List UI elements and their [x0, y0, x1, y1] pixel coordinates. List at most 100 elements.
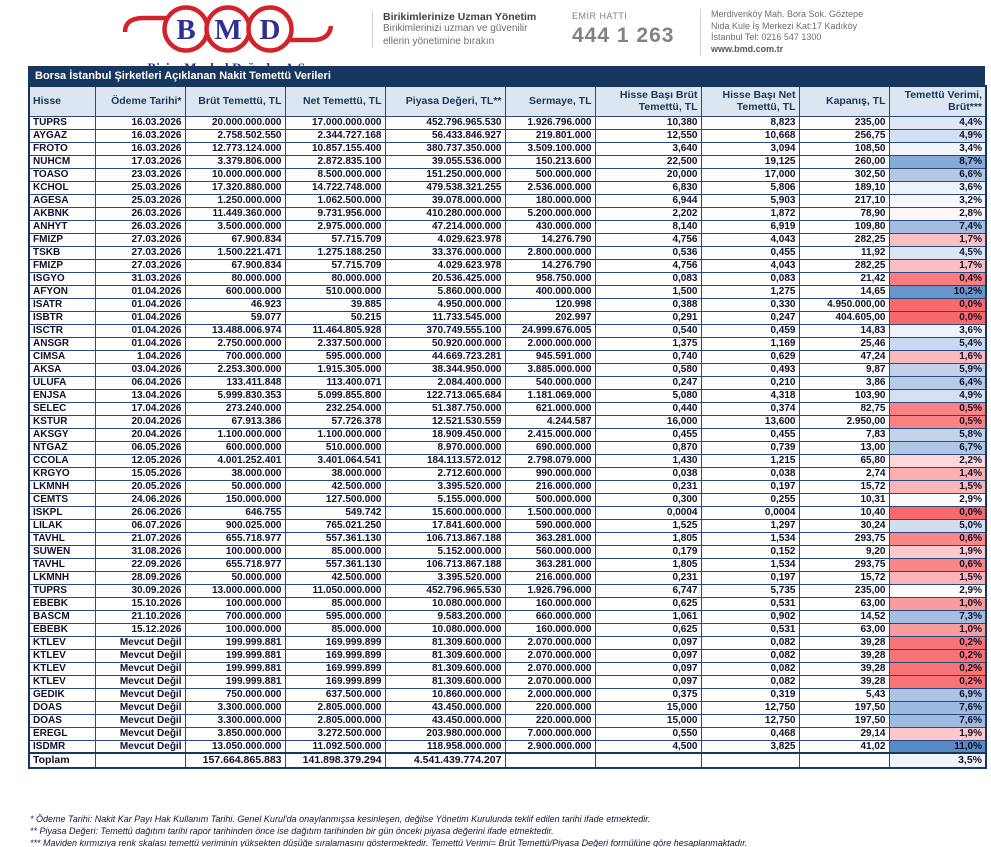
gross-dps-cell: 0,440	[594, 401, 702, 416]
payment-date-cell: 13.04.2026	[94, 388, 186, 403]
payment-date-cell: 06.05.2026	[94, 440, 186, 455]
net-dividend-cell: 39.885	[284, 297, 386, 312]
col-header-net-dividend: Net Temettü, TL	[284, 85, 386, 117]
capital-cell: 2.070.000.000	[504, 674, 596, 689]
col-header-dividend-yield: Temettü Verimi, Brüt***	[888, 85, 987, 117]
stock-cell: EREGL	[28, 726, 96, 741]
market-value-cell: 479.538.321.255	[384, 180, 506, 195]
close-price-cell: 10,40	[798, 505, 890, 520]
close-price-cell: 282,25	[798, 232, 890, 247]
total-capital-empty	[504, 752, 596, 769]
dividend-yield-cell: 4,4%	[888, 115, 987, 130]
close-price-cell: 103,90	[798, 388, 890, 403]
capital-cell: 690.000.000	[504, 440, 596, 455]
gross-dps-cell: 0,179	[594, 544, 702, 559]
gross-dividend-cell: 13.488.006.974	[184, 323, 286, 338]
market-value-cell: 38.344.950.000	[384, 362, 506, 377]
payment-date-cell: 16.03.2026	[94, 115, 186, 130]
capital-cell: 3.885.000.000	[504, 362, 596, 377]
gross-dividend-cell: 1.250.000.000	[184, 193, 286, 208]
capital-cell: 500.000.000	[504, 492, 596, 507]
gross-dividend-cell: 150.000.000	[184, 492, 286, 507]
net-dividend-cell: 85.000.000	[284, 544, 386, 559]
logo-letter-m: M	[214, 14, 241, 46]
net-dps-cell: 0,531	[700, 622, 800, 637]
slogan-block: Birikimlerinize Uzman Yönetim Birikimler…	[372, 11, 552, 48]
close-price-cell: 14,65	[798, 284, 890, 299]
payment-date-cell: 01.04.2026	[94, 310, 186, 325]
net-dps-cell: 0,319	[700, 687, 800, 702]
dividend-yield-cell: 0,0%	[888, 297, 987, 312]
dividend-yield-cell: 8,7%	[888, 154, 987, 169]
capital-cell: 945.591.000	[504, 349, 596, 364]
table-row: TAVHL 21.07.2026 655.718.977 557.361.130 106…	[28, 531, 987, 546]
gross-dividend-cell: 2.253.300.000	[184, 362, 286, 377]
net-dividend-cell: 765.021.250	[284, 518, 386, 533]
gross-dps-cell: 0,580	[594, 362, 702, 377]
payment-date-cell: 20.04.2026	[94, 414, 186, 429]
dividend-yield-cell: 5,0%	[888, 518, 987, 533]
market-value-cell: 452.796.965.530	[384, 115, 506, 130]
payment-date-cell: 01.04.2026	[94, 323, 186, 338]
net-dps-cell: 4,043	[700, 258, 800, 273]
gross-dividend-cell: 80.000.000	[184, 271, 286, 286]
dividend-yield-cell: 0,5%	[888, 401, 987, 416]
market-value-cell: 50.920.000.000	[384, 336, 506, 351]
net-dividend-cell: 2.872.835.100	[284, 154, 386, 169]
close-price-cell: 2,74	[798, 466, 890, 481]
gross-dividend-cell: 273.240.000	[184, 401, 286, 416]
gross-dps-cell: 12,550	[594, 128, 702, 143]
gross-dps-cell: 20,000	[594, 167, 702, 182]
net-dps-cell: 0,739	[700, 440, 800, 455]
close-price-cell: 5,43	[798, 687, 890, 702]
table-row: KSTUR 20.04.2026 67.913.386 57.726.378 12.52…	[28, 414, 987, 429]
table-row: BASCM 21.10.2026 700.000.000 595.000.000 9.5…	[28, 609, 987, 624]
close-price-cell: 78,90	[798, 206, 890, 221]
dividend-yield-cell: 1,7%	[888, 232, 987, 247]
dividend-yield-cell: 6,7%	[888, 440, 987, 455]
stock-cell: KTLEV	[28, 635, 96, 650]
capital-cell: 2.536.000.000	[504, 180, 596, 195]
table-row: ANSGR 01.04.2026 2.750.000.000 2.337.500.00…	[28, 336, 987, 351]
stock-cell: GEDIK	[28, 687, 96, 702]
gross-dps-cell: 16,000	[594, 414, 702, 429]
market-value-cell: 43.450.000.000	[384, 700, 506, 715]
market-value-cell: 18.909.450.000	[384, 427, 506, 442]
stock-cell: FROTO	[28, 141, 96, 156]
slogan-line-1: Birikimlerinizi uzman ve güvenilir	[383, 23, 528, 34]
gross-dps-cell: 5,080	[594, 388, 702, 403]
capital-cell: 590.000.000	[504, 518, 596, 533]
close-price-cell: 3,86	[798, 375, 890, 390]
market-value-cell: 10.080.000.000	[384, 622, 506, 637]
close-price-cell: 10,31	[798, 492, 890, 507]
close-price-cell: 260,00	[798, 154, 890, 169]
gross-dps-cell: 0,083	[594, 271, 702, 286]
market-value-cell: 15.600.000.000	[384, 505, 506, 520]
table-row: EBEBK 15.10.2026 100.000.000 85.000.000 10.0…	[28, 596, 987, 611]
dividend-yield-cell: 6,6%	[888, 167, 987, 182]
market-value-cell: 5.155.000.000	[384, 492, 506, 507]
dividend-yield-cell: 5,4%	[888, 336, 987, 351]
payment-date-cell: 01.04.2026	[94, 336, 186, 351]
net-dividend-cell: 42.500.000	[284, 479, 386, 494]
net-dividend-cell: 1.062.500.000	[284, 193, 386, 208]
gross-dps-cell: 1,500	[594, 284, 702, 299]
net-dps-cell: 0,455	[700, 427, 800, 442]
close-price-cell: 11,92	[798, 245, 890, 260]
gross-dps-cell: 0,097	[594, 661, 702, 676]
market-value-cell: 11.733.545.000	[384, 310, 506, 325]
payment-date-cell: 31.03.2026	[94, 271, 186, 286]
dividend-yield-cell: 7,3%	[888, 609, 987, 624]
dividend-yield-cell: 4,5%	[888, 245, 987, 260]
net-dividend-cell: 2.337.500.000	[284, 336, 386, 351]
capital-cell: 219.801.000	[504, 128, 596, 143]
payment-date-cell: 15.12.2026	[94, 622, 186, 637]
capital-cell: 14.276.790	[504, 258, 596, 273]
dividend-yield-cell: 6,9%	[888, 687, 987, 702]
payment-date-cell: 21.10.2026	[94, 609, 186, 624]
gross-dps-cell: 0,625	[594, 596, 702, 611]
gross-dps-cell: 0,455	[594, 427, 702, 442]
dividend-yield-cell: 1,5%	[888, 570, 987, 585]
stock-cell: TAVHL	[28, 531, 96, 546]
table-row: LKMNH 20.05.2026 50.000.000 42.500.000 3.395…	[28, 479, 987, 494]
